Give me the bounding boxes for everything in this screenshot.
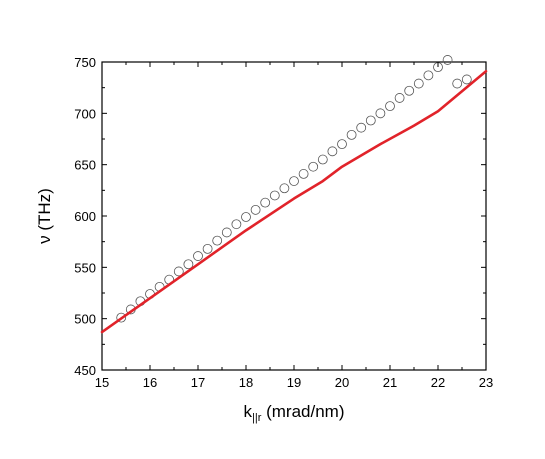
x-tick-label: 22 — [431, 375, 445, 390]
y-tick-label: 550 — [74, 260, 96, 275]
data-point — [337, 139, 347, 150]
data-point — [193, 251, 203, 261]
y-axis-title: ν (THz) — [35, 188, 54, 244]
data-point — [404, 85, 415, 96]
y-tick-label: 750 — [74, 55, 96, 70]
y-tick-label: 650 — [74, 158, 96, 173]
x-tick-label: 18 — [239, 375, 253, 390]
x-tick-label: 20 — [335, 375, 349, 390]
data-point — [241, 212, 251, 222]
data-point — [279, 183, 290, 194]
data-point — [308, 161, 319, 172]
chart-axes: 15 16 17 18 19 20 21 22 23 450 500 550 600 650 700 750 — [74, 55, 493, 390]
x-tick-label: 15 — [95, 375, 109, 390]
fit-line — [100, 69, 488, 334]
x-tick-label: 23 — [479, 375, 493, 390]
x-tick-label: 21 — [383, 375, 397, 390]
plot-frame — [101, 61, 487, 371]
data-point — [394, 93, 405, 103]
data-point — [423, 70, 434, 81]
data-point — [365, 115, 376, 126]
x-axis-title: k||r (mrad/nm) — [243, 402, 344, 424]
y-tick-label: 700 — [74, 106, 96, 121]
data-point — [461, 74, 472, 85]
y-tick-label: 500 — [74, 312, 96, 327]
data-point — [356, 122, 367, 133]
data-point — [212, 235, 223, 246]
x-tick-label: 16 — [143, 375, 157, 390]
data-point — [231, 219, 242, 230]
chart-marks — [100, 55, 488, 334]
data-point — [221, 227, 232, 238]
data-point — [289, 176, 299, 186]
data-point — [375, 108, 386, 119]
data-point — [442, 55, 453, 65]
data-point — [385, 101, 395, 112]
data-point — [346, 129, 357, 140]
data-point — [413, 78, 424, 89]
data-point — [317, 154, 328, 165]
data-point — [116, 312, 127, 323]
data-point — [452, 78, 463, 89]
data-point — [173, 266, 184, 277]
x-tick-label: 19 — [287, 375, 301, 390]
y-tick-label: 450 — [74, 363, 96, 378]
data-point — [269, 190, 280, 201]
data-point — [327, 146, 338, 157]
y-tick-label: 600 — [74, 209, 96, 224]
data-point — [202, 243, 213, 254]
data-point — [250, 204, 261, 215]
data-point — [183, 259, 194, 270]
x-tick-label: 17 — [191, 375, 205, 390]
data-point — [298, 169, 309, 179]
data-point — [260, 197, 271, 208]
